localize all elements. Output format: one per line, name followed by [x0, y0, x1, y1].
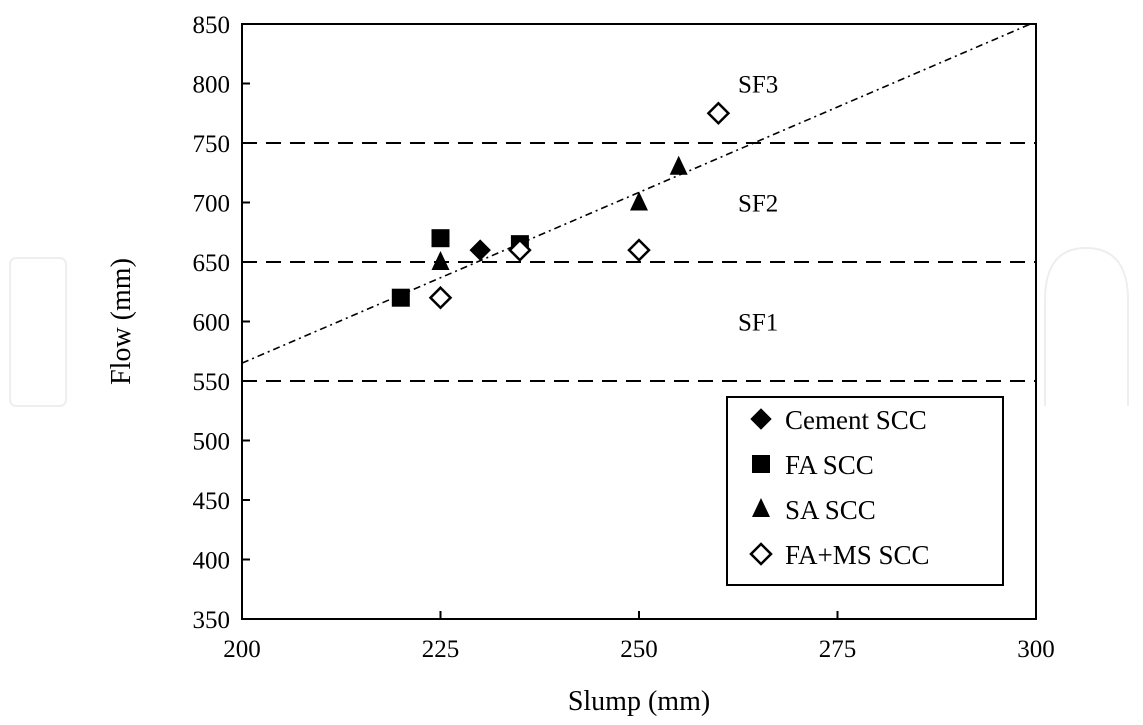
legend: Cement SCC FA SCC SA SCC FA+MS SCC — [726, 396, 1004, 586]
zone-labels: SF1 SF2 SF3 — [738, 72, 778, 337]
data-point-fa-ms-scc — [428, 285, 453, 310]
watermark-shape — [9, 257, 67, 407]
data-points — [391, 101, 731, 310]
data-point-fa-ms-scc — [627, 238, 651, 262]
data-point-sa-scc — [669, 155, 688, 175]
y-axis-title: Flow (mm) — [106, 258, 137, 385]
y-tick-label: 600 — [193, 310, 231, 337]
y-tick-label: 400 — [193, 548, 231, 575]
x-tick-label: 250 — [620, 636, 658, 663]
watermark — [9, 246, 1129, 407]
x-axis-ticks: 200 225 250 275 300 — [223, 611, 1055, 663]
data-point-sa-scc — [630, 191, 648, 211]
trend-line-group — [242, 24, 1033, 364]
trend-line — [242, 24, 1033, 364]
zone-label-sf1: SF1 — [738, 310, 778, 337]
legend-label-cement-scc: Cement SCC — [785, 405, 927, 435]
legend-label-sa-scc: SA SCC — [785, 495, 876, 525]
reference-lines — [242, 142, 1036, 382]
data-point-fa-scc — [431, 229, 450, 248]
legend-marker-sa-scc — [752, 498, 770, 517]
legend-marker-cement-scc — [750, 408, 772, 430]
legend-marker-fa-ms-scc — [749, 542, 773, 566]
x-tick-label: 200 — [223, 636, 261, 663]
x-tick-label: 275 — [819, 636, 857, 663]
legend-marker-fa-scc — [752, 455, 770, 473]
y-tick-label: 550 — [193, 369, 231, 396]
data-point-fa-ms-scc — [706, 101, 731, 126]
y-tick-label: 500 — [193, 429, 231, 456]
y-tick-label: 850 — [193, 12, 231, 39]
data-point-fa-scc — [391, 288, 410, 307]
y-tick-label: 700 — [193, 191, 231, 218]
legend-box — [726, 396, 1004, 586]
y-tick-label: 350 — [193, 607, 231, 634]
y-tick-label: 650 — [193, 250, 231, 277]
zone-label-sf2: SF2 — [738, 191, 778, 218]
data-point-sa-scc — [431, 251, 450, 270]
x-tick-label: 300 — [1017, 636, 1055, 663]
watermark-shape — [1044, 246, 1129, 406]
data-point-fa-ms-scc — [508, 238, 532, 262]
legend-label-fa-ms-scc: FA+MS SCC — [785, 540, 930, 570]
y-tick-label: 750 — [193, 131, 231, 158]
y-tick-label: 450 — [193, 488, 231, 515]
legend-label-fa-scc: FA SCC — [785, 450, 874, 480]
x-axis-title: Slump (mm) — [568, 686, 710, 717]
y-tick-label: 800 — [193, 72, 231, 99]
x-tick-label: 225 — [422, 636, 460, 663]
y-axis-ticks: 350 400 450 500 550 600 650 700 750 800 850 — [193, 12, 250, 634]
data-point-cement-scc — [469, 239, 491, 261]
zone-label-sf3: SF3 — [738, 72, 778, 99]
